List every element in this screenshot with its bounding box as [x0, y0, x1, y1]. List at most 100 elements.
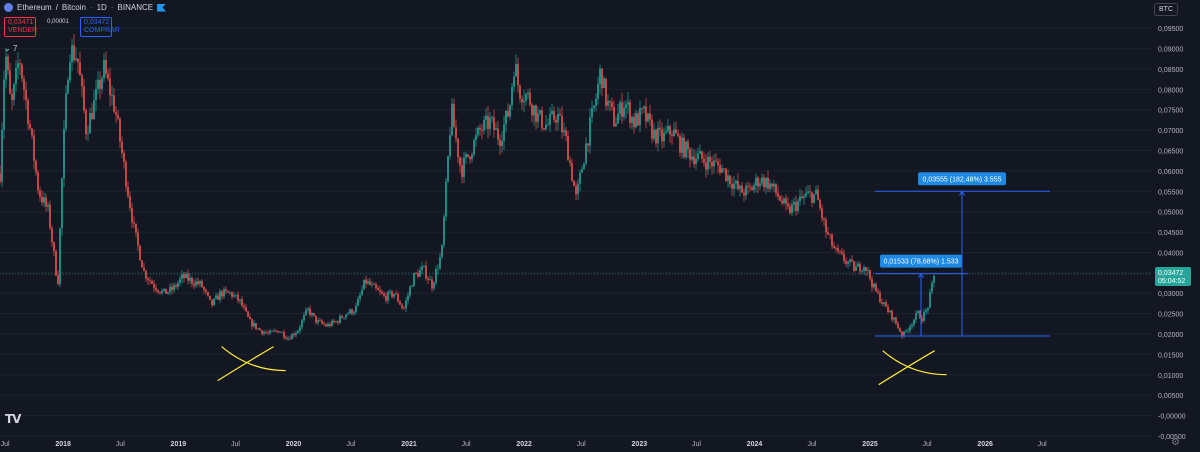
candle-body	[547, 124, 549, 126]
candle-body	[901, 331, 903, 337]
candle-body	[229, 292, 231, 294]
candle-body	[913, 319, 915, 325]
candle-body	[717, 161, 719, 166]
candle-body	[291, 334, 293, 340]
candle-body	[499, 139, 501, 147]
symbol-name: Ethereum	[17, 3, 52, 12]
candle-body	[769, 183, 771, 189]
candle-body	[381, 291, 383, 294]
x-tick-label: Jul	[807, 441, 816, 448]
candle-body	[109, 78, 111, 96]
flag-icon[interactable]	[157, 3, 167, 12]
candle-body	[315, 315, 317, 323]
candle-body	[211, 299, 213, 306]
candle-body	[735, 181, 737, 184]
candle-body	[647, 113, 649, 122]
currency-button[interactable]: BTC	[1154, 3, 1178, 16]
candle-body	[525, 94, 527, 101]
candle-body	[309, 308, 311, 316]
candle-body	[297, 330, 299, 334]
candle-body	[399, 301, 401, 305]
candle-body	[893, 317, 895, 320]
candle-body	[927, 307, 929, 311]
gear-icon[interactable]: ⚙	[1171, 437, 1180, 448]
candle-body	[345, 314, 347, 318]
candle-body	[241, 299, 243, 306]
candle-body	[393, 293, 395, 297]
candle-body	[371, 283, 373, 285]
candle-body	[809, 191, 811, 193]
y-tick-label: 0,08500	[1158, 67, 1183, 74]
candle-body	[53, 242, 55, 252]
chevron-down-icon: ⌄	[4, 44, 11, 53]
x-tick-label: 2024	[747, 441, 763, 448]
candle-body	[293, 334, 295, 336]
candle-body	[693, 156, 695, 165]
candle-body	[447, 156, 449, 182]
candle-body	[299, 327, 301, 331]
candle-body	[161, 290, 163, 294]
y-tick-label: 0,01000	[1158, 373, 1183, 380]
buy-button[interactable]: 0,03472 COMPRAR	[80, 17, 120, 37]
candle-body	[741, 185, 743, 193]
candle-body	[175, 285, 177, 287]
candle-body	[837, 248, 839, 251]
candle-body	[67, 80, 69, 94]
candle-body	[461, 165, 463, 178]
candle-body	[831, 234, 833, 246]
candle-body	[283, 331, 285, 338]
candle-body	[553, 110, 555, 120]
candle-body	[849, 259, 851, 262]
candle-body	[257, 328, 259, 330]
candle-body	[269, 330, 271, 333]
symbol-separator: /	[55, 3, 58, 12]
timeframe[interactable]: 1D	[96, 3, 107, 12]
candle-body	[169, 286, 171, 293]
candle-body	[35, 160, 37, 173]
candle-body	[867, 270, 869, 272]
indicators-toggle[interactable]: ⌄ 7	[4, 44, 17, 53]
y-axis: 0,09500 0,09000 0,08500 0,08000 0,07500 0,070…	[1155, 26, 1191, 441]
candle-body	[571, 162, 573, 181]
candle-body	[95, 88, 97, 101]
candle-body	[343, 317, 345, 319]
candle-body	[669, 126, 671, 135]
candle-body	[549, 113, 551, 125]
tradingview-logo-icon[interactable]: TV	[5, 412, 22, 426]
candle-body	[787, 203, 789, 207]
candle-body	[755, 177, 757, 186]
candle-body	[535, 105, 537, 122]
candle-body	[719, 165, 721, 173]
candle-body	[789, 206, 791, 214]
symbol-header[interactable]: Ethereum / Bitcoin · 1D · BINANCE	[4, 3, 167, 12]
candle-body	[397, 294, 399, 302]
candle-body	[55, 251, 57, 276]
candle-body	[75, 58, 77, 61]
candle-body	[911, 324, 913, 327]
candle-body	[843, 253, 845, 262]
quote-name: Bitcoin	[61, 3, 86, 12]
candle-body	[845, 261, 847, 264]
candle-body	[143, 267, 145, 271]
y-tick-label: 0,00500	[1158, 393, 1183, 400]
candle-body	[133, 222, 135, 224]
candle-body	[379, 290, 381, 292]
candle-body	[223, 289, 225, 297]
candle-body	[637, 113, 639, 126]
candle-body	[303, 315, 305, 321]
sell-button[interactable]: 0,03471 VENDER	[4, 17, 37, 37]
candle-body	[851, 259, 853, 262]
candle-body	[369, 281, 371, 285]
candle-body	[25, 89, 27, 101]
candle-body	[681, 137, 683, 153]
candle-body	[881, 302, 883, 304]
candle-body	[477, 127, 479, 135]
y-tick-label: 0,03000	[1158, 291, 1183, 298]
candle-body	[473, 140, 475, 155]
candle-body	[279, 331, 281, 333]
candle-body	[355, 305, 357, 313]
candle-body	[127, 186, 129, 197]
candle-body	[31, 128, 33, 136]
candle-body	[359, 294, 361, 299]
